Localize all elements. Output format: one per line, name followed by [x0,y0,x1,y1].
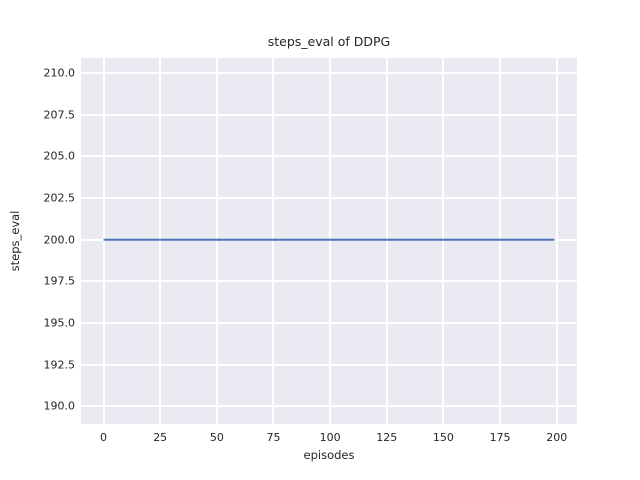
horizontal-gridline [81,155,577,158]
vertical-gridline [215,58,218,424]
vertical-gridline [329,58,332,424]
x-tick-label: 50 [209,431,224,444]
horizontal-gridline [81,197,577,200]
y-tick-label: 210.0 [43,66,76,80]
vertical-gridline [272,58,275,424]
y-tick-label: 195.0 [43,316,76,330]
y-axis-label: steps_eval [8,210,22,272]
y-tick-label: 190.0 [43,399,76,413]
vertical-gridline [102,58,105,424]
vertical-gridline [385,58,388,424]
y-tick-label: 205.0 [43,149,76,163]
x-tick-label: 125 [376,431,398,444]
series-layer [103,238,555,241]
x-tick-label: 100 [319,431,341,444]
y-tick-label: 197.5 [43,274,76,288]
y-tick-label: 200.0 [43,233,76,247]
x-axis-label: episodes [303,448,355,462]
x-tick-label: 175 [489,431,511,444]
vertical-gridline [555,58,558,424]
x-tick-label: 75 [266,431,281,444]
y-tick-label: 192.5 [43,358,76,372]
horizontal-gridline [81,280,577,283]
y-tick-label: 207.5 [43,108,76,122]
y-tick-label: 202.5 [43,191,76,205]
x-tick-label: 25 [153,431,168,444]
x-tick-label: 0 [100,431,108,444]
vertical-gridline [159,58,162,424]
horizontal-gridline [81,72,577,74]
x-tick-label: 150 [432,431,454,444]
horizontal-gridline [81,322,577,325]
horizontal-gridline [81,405,577,408]
plot-area [81,58,577,424]
vertical-gridline [442,58,445,424]
chart-title: steps_eval of DDPG [267,34,391,49]
horizontal-gridline [81,113,577,116]
vertical-gridline [499,58,502,424]
x-tick-label: 200 [546,431,568,444]
horizontal-gridline [81,363,577,366]
